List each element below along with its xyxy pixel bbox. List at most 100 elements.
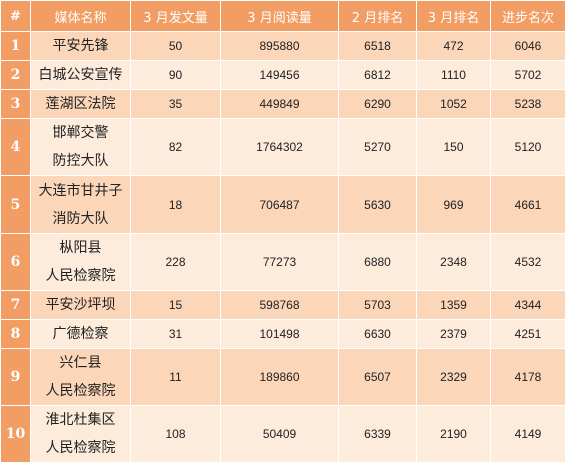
reads-cell: 1764302 — [220, 118, 339, 176]
mar-rank-cell: 969 — [416, 175, 491, 234]
media-name-cell: 邯郸交警 防控大队 — [30, 118, 131, 176]
mar-rank-cell: 2348 — [416, 233, 491, 291]
mar-rank-cell: 2329 — [416, 348, 491, 406]
table-row: 10 淮北杜集区人民检察院 108 50409 6339 2190 4149 — [0, 405, 566, 463]
reads-cell: 101498 — [220, 319, 339, 349]
media-name-cell: 兴仁县 人民检察院 — [30, 348, 131, 406]
mar-rank-cell: 2379 — [416, 319, 491, 349]
improvement-cell: 6046 — [490, 31, 566, 61]
reads-cell: 149456 — [220, 60, 339, 90]
header-improvement: 进步名次 — [490, 0, 566, 32]
media-name-line: 枞阳县 — [59, 240, 102, 256]
improvement-cell: 5238 — [490, 89, 566, 119]
media-name-line: 白城公安宣传 — [38, 67, 123, 83]
media-name-cell: 枞阳县 人民检察院 — [30, 233, 131, 291]
table-row: 4 邯郸交警防控大队 82 1764302 5270 150 5120 — [0, 118, 566, 176]
feb-rank-cell: 6290 — [338, 89, 417, 119]
rank-cell: 2 — [0, 60, 31, 90]
media-name-line: 大连市甘井子 — [38, 182, 123, 199]
media-name-line: 淮北杜集区 — [45, 412, 116, 428]
reads-cell: 895880 — [220, 31, 339, 61]
posts-cell: 18 — [130, 175, 221, 234]
mar-rank-cell: 472 — [416, 31, 491, 61]
posts-cell: 228 — [130, 233, 221, 291]
header-rank: # — [0, 0, 31, 32]
reads-cell: 50409 — [220, 405, 339, 463]
rank-cell: 6 — [0, 233, 31, 291]
mar-rank-cell: 1359 — [416, 290, 491, 320]
improvement-cell: 4251 — [490, 319, 566, 349]
header-march-reads: 3 月阅读量 — [220, 0, 339, 32]
improvement-cell: 4532 — [490, 233, 566, 291]
table-row: 7 平安沙坪坝 15 598768 5703 1359 4344 — [0, 290, 566, 320]
media-name-cell: 大连市甘井子 消防大队 — [30, 175, 131, 234]
media-name-line: 平安沙坪坝 — [45, 297, 116, 313]
posts-cell: 90 — [130, 60, 221, 90]
media-name-cell: 广德检察 — [30, 319, 131, 349]
rank-cell: 4 — [0, 118, 31, 176]
posts-cell: 108 — [130, 405, 221, 463]
improvement-cell: 4178 — [490, 348, 566, 406]
feb-rank-cell: 5270 — [338, 118, 417, 176]
table-row: 8 广德检察 31 101498 6630 2379 4251 — [0, 319, 566, 349]
table-row: 9 兴仁县人民检察院 11 189860 6507 2329 4178 — [0, 348, 566, 406]
media-name-line: 兴仁县 — [59, 355, 102, 371]
improvement-cell: 4661 — [490, 175, 566, 234]
mar-rank-cell: 1110 — [416, 60, 491, 90]
media-name-line: 人民检察院 — [45, 268, 116, 284]
feb-rank-cell: 5703 — [338, 290, 417, 320]
media-name-line: 莲湖区法院 — [45, 96, 116, 112]
table-row: 2 白城公安宣传 90 149456 6812 1110 5702 — [0, 60, 566, 90]
reads-cell: 598768 — [220, 290, 339, 320]
reads-cell: 189860 — [220, 348, 339, 406]
posts-cell: 31 — [130, 319, 221, 349]
header-march-posts: 3 月发文量 — [130, 0, 221, 32]
reads-cell: 449849 — [220, 89, 339, 119]
improvement-cell: 5120 — [490, 118, 566, 176]
media-name-cell: 淮北杜集区人民检察院 — [30, 405, 131, 463]
feb-rank-cell: 6812 — [338, 60, 417, 90]
posts-cell: 50 — [130, 31, 221, 61]
media-name-line: 消防大队 — [52, 210, 109, 227]
table-row: 3 莲湖区法院 35 449849 6290 1052 5238 — [0, 89, 566, 119]
posts-cell: 82 — [130, 118, 221, 176]
media-name-cell: 平安先锋 — [30, 31, 131, 61]
header-feb-rank: 2 月排名 — [338, 0, 417, 32]
mar-rank-cell: 150 — [416, 118, 491, 176]
table-row: 5 大连市甘井子 消防大队 18 706487 5630 969 4661 — [0, 175, 566, 234]
header-media-name: 媒体名称 — [30, 0, 131, 32]
table-row: 6 枞阳县人民检察院 228 77273 6880 2348 4532 — [0, 233, 566, 291]
media-name-cell: 莲湖区法院 — [30, 89, 131, 119]
posts-cell: 15 — [130, 290, 221, 320]
rank-cell: 1 — [0, 31, 31, 61]
improvement-cell: 4149 — [490, 405, 566, 463]
improvement-cell: 4344 — [490, 290, 566, 320]
rank-cell: 10 — [0, 405, 31, 463]
rank-cell: 3 — [0, 89, 31, 119]
posts-cell: 11 — [130, 348, 221, 406]
media-name-line: 广德检察 — [52, 326, 109, 342]
header-mar-rank: 3 月排名 — [416, 0, 491, 32]
mar-rank-cell: 1052 — [416, 89, 491, 119]
feb-rank-cell: 6507 — [338, 348, 417, 406]
feb-rank-cell: 6518 — [338, 31, 417, 61]
header-row: # 媒体名称 3 月发文量 3 月阅读量 2 月排名 3 月排名 进步名次 — [0, 0, 566, 32]
rank-cell: 9 — [0, 348, 31, 406]
feb-rank-cell: 5630 — [338, 175, 417, 234]
posts-cell: 35 — [130, 89, 221, 119]
media-name-line: 防控大队 — [52, 153, 109, 169]
mar-rank-cell: 2190 — [416, 405, 491, 463]
feb-rank-cell: 6339 — [338, 405, 417, 463]
media-name-cell: 白城公安宣传 — [30, 60, 131, 90]
media-name-line: 人民检察院 — [45, 383, 116, 399]
media-name-line: 平安先锋 — [52, 38, 109, 54]
table-row: 1 平安先锋 50 895880 6518 472 6046 — [0, 31, 566, 61]
rank-cell: 8 — [0, 319, 31, 349]
media-name-line: 人民检察院 — [45, 440, 116, 456]
feb-rank-cell: 6880 — [338, 233, 417, 291]
reads-cell: 77273 — [220, 233, 339, 291]
reads-cell: 706487 — [220, 175, 339, 234]
feb-rank-cell: 6630 — [338, 319, 417, 349]
media-name-line: 邯郸交警 — [52, 125, 109, 141]
improvement-cell: 5702 — [490, 60, 566, 90]
